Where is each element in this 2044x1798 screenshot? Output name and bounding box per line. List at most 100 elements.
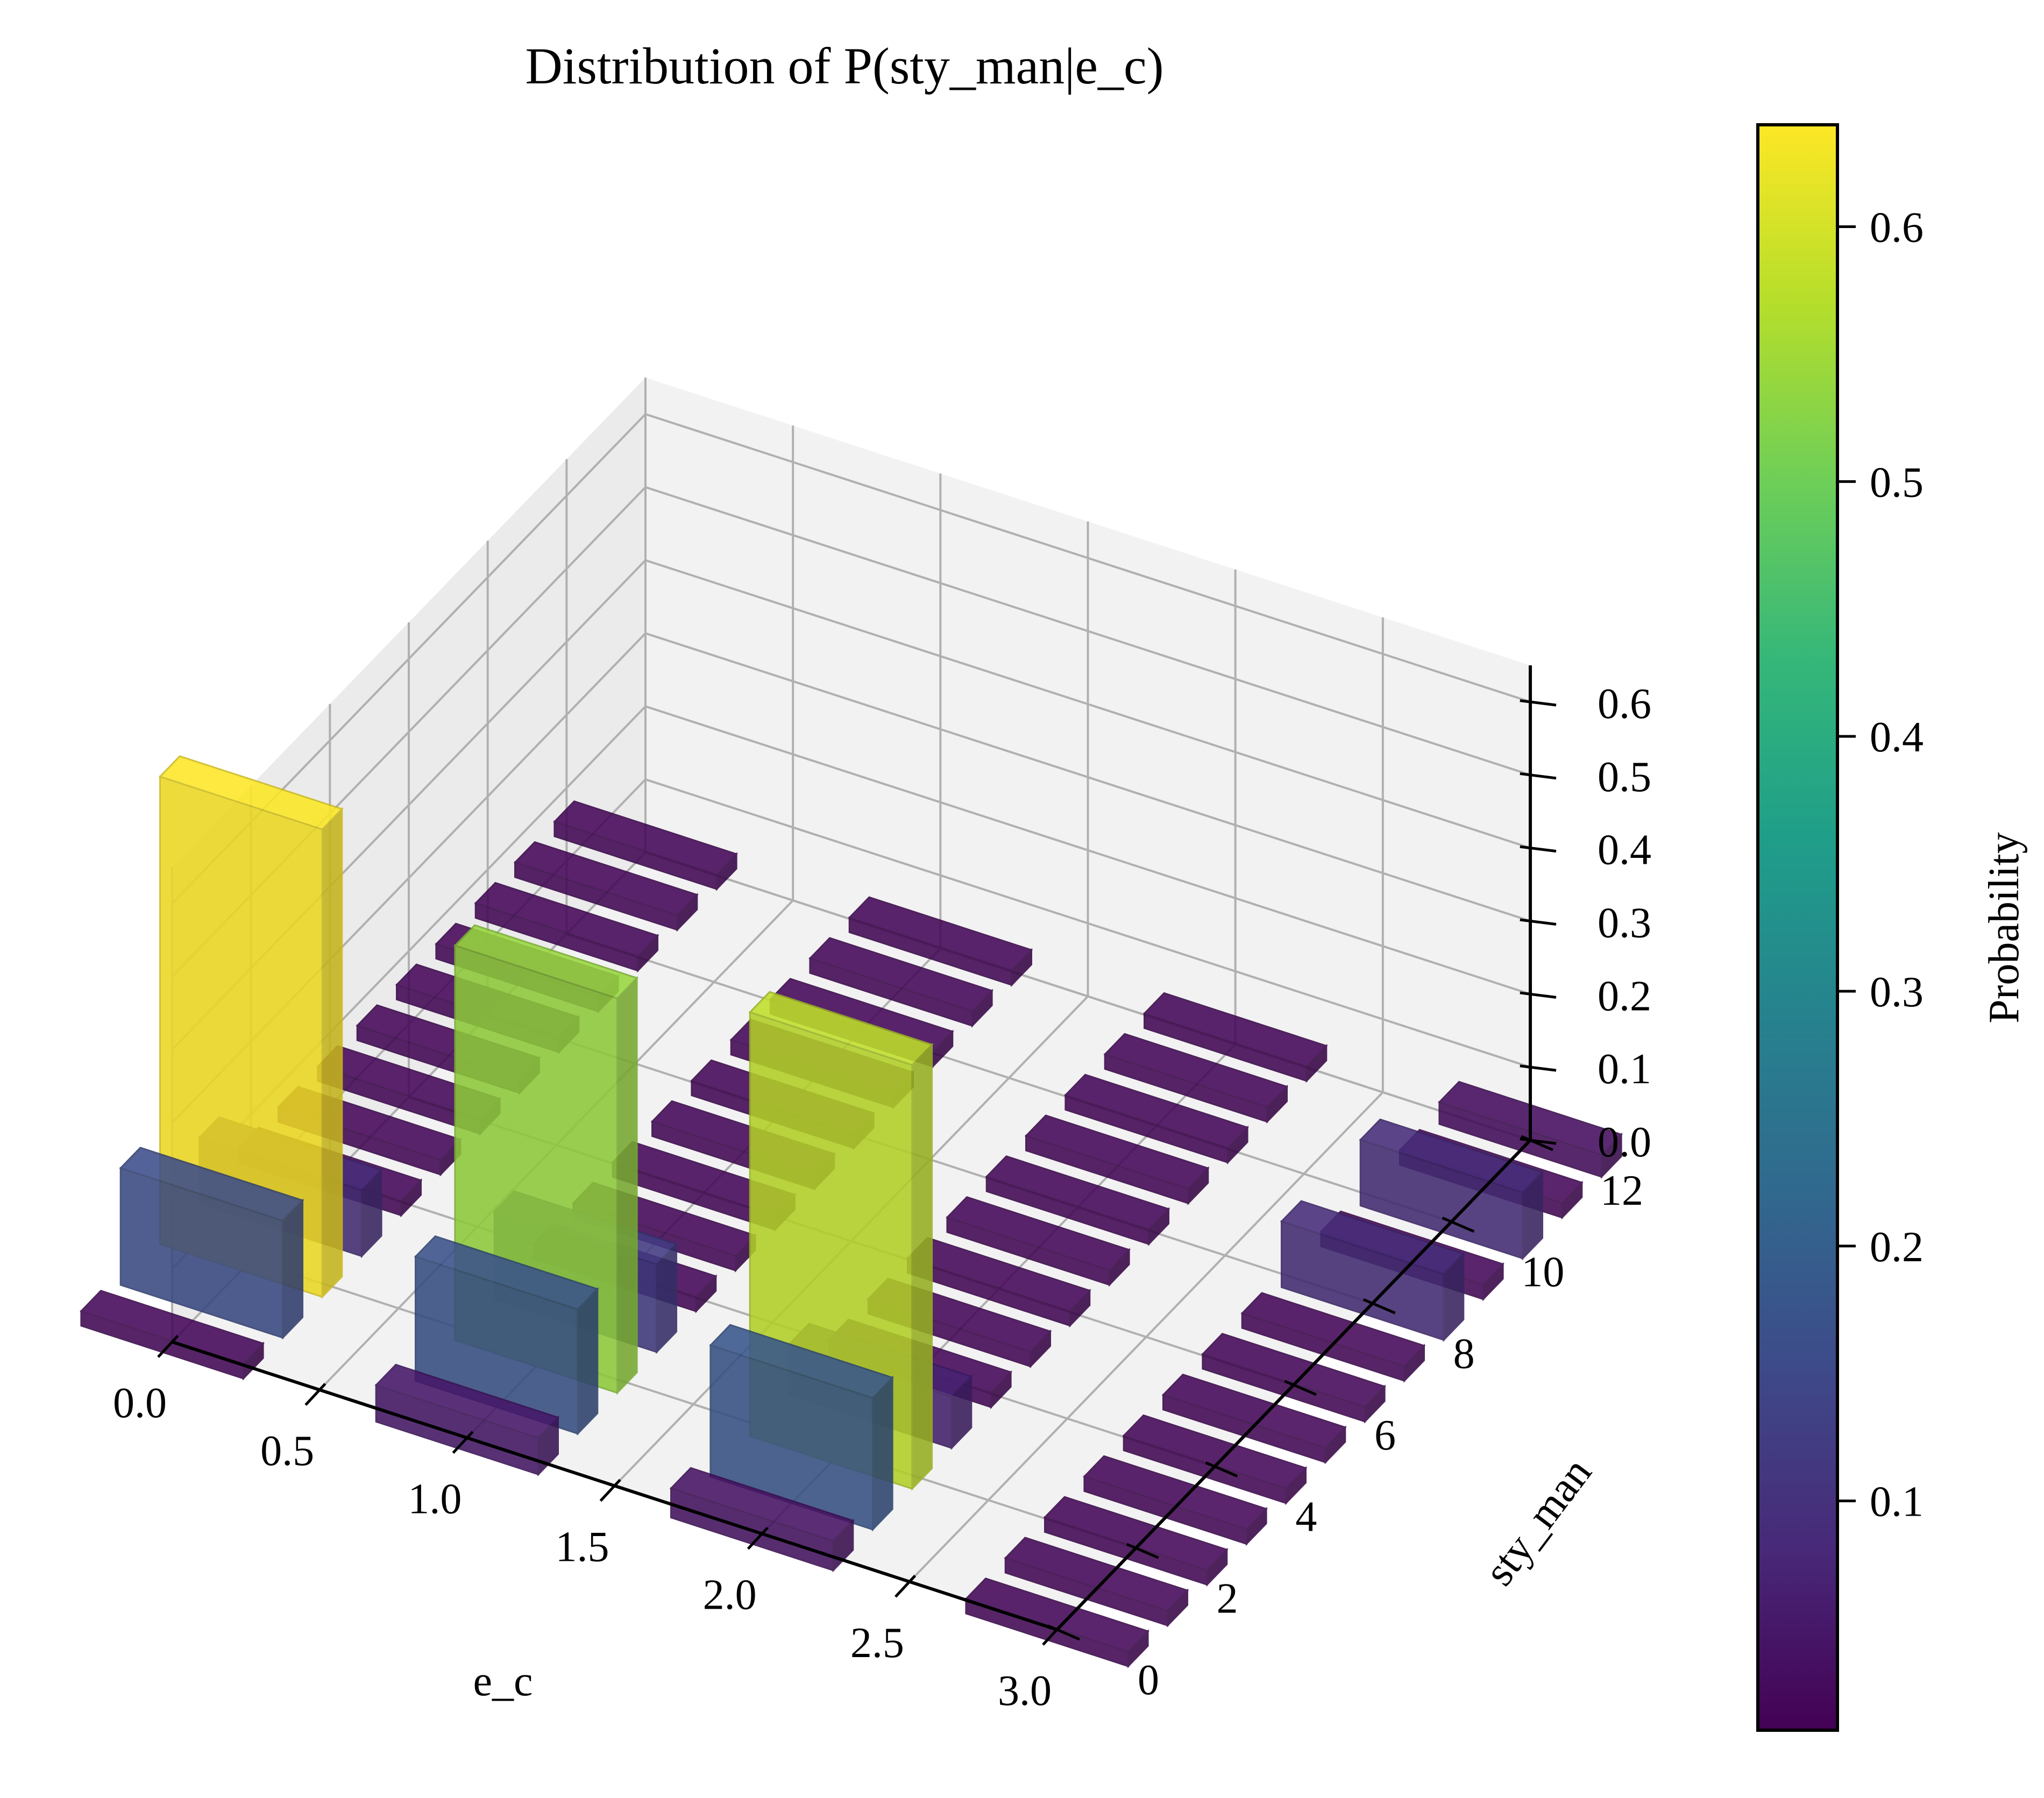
z-tick-mark xyxy=(1520,845,1557,853)
bar-side-face xyxy=(577,1287,599,1436)
grid-line-y xyxy=(566,933,1452,1223)
bar-top-face xyxy=(709,1324,894,1399)
colorbar: 0.1 0.2 0.3 0.4 0.5 0.6 Probability xyxy=(1756,123,2028,1732)
bar-top-face xyxy=(374,1363,560,1439)
grid-line-z xyxy=(645,632,1531,922)
y-tick-label: 2 xyxy=(1217,1575,1238,1622)
bars-group xyxy=(80,755,1623,1668)
y-tick-label: 4 xyxy=(1295,1494,1317,1541)
bar xyxy=(964,1577,1149,1668)
z-tick-label: 0.6 xyxy=(1598,680,1651,728)
y-tick-mark xyxy=(1442,1217,1475,1233)
z-tick-mark xyxy=(1520,772,1557,780)
bar-top-face xyxy=(985,1155,1170,1231)
colorbar-ticks: 0.1 0.2 0.3 0.4 0.5 0.6 xyxy=(1837,204,1924,1526)
z-tick-label: 0.3 xyxy=(1598,900,1651,947)
bar xyxy=(374,1363,560,1477)
x-tick-label: 2.0 xyxy=(703,1572,757,1619)
bar-top-face xyxy=(669,1467,855,1543)
bar xyxy=(474,882,659,973)
bar-top-face xyxy=(1043,1496,1229,1571)
y-tick-mark xyxy=(1126,1543,1159,1559)
bar xyxy=(553,800,738,891)
bar xyxy=(848,896,1033,987)
colorbar-tick-label: 0.5 xyxy=(1870,459,1924,506)
bar xyxy=(709,1324,894,1532)
bar xyxy=(985,1155,1170,1246)
chart-title: Distribution of P(sty_man|e_c) xyxy=(525,37,1163,95)
y-tick-label: 6 xyxy=(1374,1412,1396,1459)
bar-top-face xyxy=(553,800,738,876)
z-tick-label: 0.2 xyxy=(1598,972,1651,1020)
bar xyxy=(946,1196,1131,1287)
x-tick-label: 2.5 xyxy=(850,1619,904,1667)
grid-line-z xyxy=(645,778,1531,1069)
y-tick-label: 12 xyxy=(1600,1167,1643,1214)
bar-top-face xyxy=(1103,1033,1289,1108)
bar xyxy=(1004,1537,1189,1628)
x-tick-label: 1.5 xyxy=(556,1524,609,1571)
bar xyxy=(808,937,993,1028)
x-tick-label: 0.5 xyxy=(260,1427,314,1475)
bar-top-face xyxy=(946,1196,1131,1271)
bar xyxy=(1083,1455,1268,1546)
bar-side-face xyxy=(911,1042,933,1491)
z-tick-mark xyxy=(1520,699,1557,707)
y-tick-label: 10 xyxy=(1521,1249,1564,1296)
bar xyxy=(513,841,699,932)
y-tick-label: 8 xyxy=(1453,1330,1475,1377)
x-tick-mark xyxy=(304,1383,327,1406)
bar xyxy=(1024,1114,1210,1205)
z-tick-mark xyxy=(1520,991,1557,999)
bar-top-face xyxy=(1201,1333,1386,1408)
bar xyxy=(1142,992,1328,1083)
grid-line-z xyxy=(645,851,1531,1141)
bar-top-face xyxy=(964,1577,1149,1653)
colorbar-tick-label: 0.3 xyxy=(1870,969,1924,1016)
y-tick-label: 0 xyxy=(1138,1657,1159,1704)
bar-side-face xyxy=(616,976,638,1395)
z-tick-label: 0.1 xyxy=(1598,1046,1651,1093)
bar-top-face xyxy=(1083,1455,1268,1531)
colorbar-tick-label: 0.1 xyxy=(1870,1479,1924,1526)
bar xyxy=(1161,1373,1347,1465)
grid-line-z xyxy=(645,559,1531,849)
grid-line-z xyxy=(645,413,1531,703)
bar-top-face xyxy=(453,924,638,999)
bar-top-face xyxy=(513,841,699,916)
colorbar-tick-label: 0.4 xyxy=(1870,714,1924,761)
x-tick-label: 1.0 xyxy=(408,1475,462,1523)
z-tick-label: 0.5 xyxy=(1598,754,1651,801)
colorbar-gradient xyxy=(1756,123,1839,1732)
y-axis-label: sty_man xyxy=(1475,1449,1601,1594)
bar-top-face xyxy=(1122,1414,1308,1490)
grid-line-z xyxy=(645,705,1531,996)
grid-line-z xyxy=(645,486,1531,776)
bar-side-face xyxy=(321,807,343,1299)
x-tick-mark xyxy=(895,1574,917,1598)
bar xyxy=(1240,1292,1426,1383)
x-tick-mark xyxy=(599,1479,621,1502)
colorbar-tick-label: 0.6 xyxy=(1870,204,1924,252)
bar-top-face xyxy=(848,896,1033,971)
bar-top-face xyxy=(1161,1373,1347,1449)
bar xyxy=(1043,1496,1229,1587)
x-tick-mark xyxy=(157,1335,179,1358)
bar xyxy=(1103,1033,1289,1124)
bar-top-face xyxy=(1142,992,1328,1068)
y-tick-mark xyxy=(1362,1298,1396,1314)
bar-top-face xyxy=(1024,1114,1210,1190)
bar-top-face xyxy=(1004,1537,1189,1612)
x-tick-mark xyxy=(747,1526,769,1550)
x-tick-mark xyxy=(1042,1623,1064,1646)
z-tick-mark xyxy=(1520,1064,1557,1072)
bar xyxy=(1064,1074,1249,1165)
z-tick-mark xyxy=(1520,1138,1557,1145)
x-tick-label: 3.0 xyxy=(998,1667,1052,1715)
z-tick-mark xyxy=(1520,918,1557,926)
bar-top-face xyxy=(158,755,344,830)
bar-side-face xyxy=(872,1375,893,1532)
bar xyxy=(119,1147,304,1340)
bar-top-face xyxy=(1240,1292,1426,1367)
